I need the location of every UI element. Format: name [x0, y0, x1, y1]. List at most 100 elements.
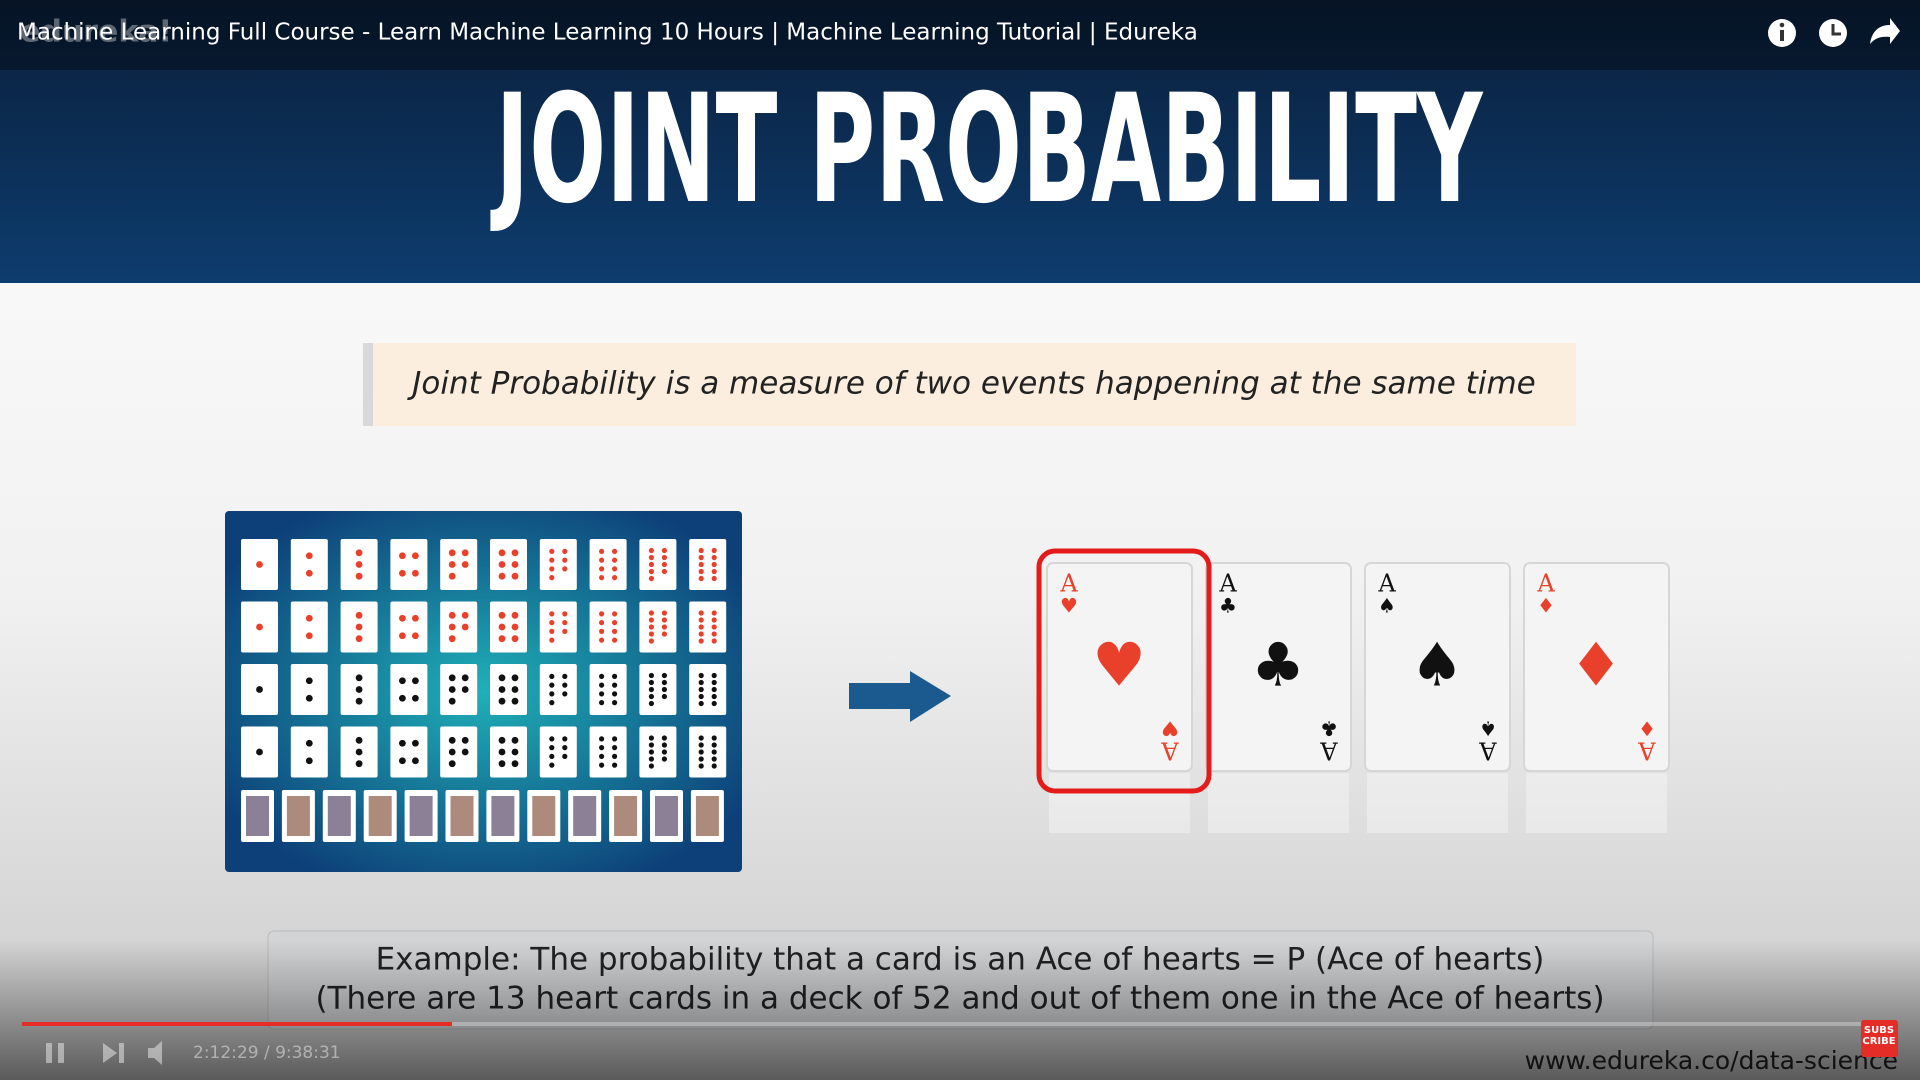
subscribe-text[interactable]: CRIBE: [1862, 1036, 1895, 1047]
mini-pip: [698, 749, 704, 755]
mini-pip: [412, 739, 419, 747]
mini-pip: [648, 568, 655, 575]
mini-pip: [612, 628, 618, 634]
mini-pip: [549, 620, 555, 626]
mini-pip: [461, 561, 469, 568]
ace-cards: A♥♥A♥A♣♣A♣A♠♠A♠A♦♦A♦: [1046, 562, 1670, 833]
mini-pip: [511, 635, 519, 643]
mini-card: [490, 601, 527, 653]
mini-pip: [412, 632, 419, 640]
mini-pip: [711, 617, 717, 623]
mini-pip: [698, 756, 704, 762]
mini-pip: [549, 673, 555, 679]
card-reflection: [1526, 773, 1667, 833]
mini-pip: [511, 549, 519, 557]
mini-pip: [448, 611, 456, 619]
mini-card: [290, 539, 328, 590]
subscribe-badge[interactable]: [1861, 1020, 1898, 1057]
mini-pip: [661, 631, 668, 637]
player-shade: [0, 940, 1920, 1080]
face-art: [695, 796, 719, 836]
mini-pip: [399, 677, 406, 685]
mini-pip: [511, 674, 519, 682]
mini-pip: [661, 679, 668, 686]
mini-pip: [711, 693, 717, 700]
mini-card: [589, 726, 627, 778]
mini-pip: [549, 611, 555, 617]
mini-pip: [711, 631, 717, 637]
mini-pip: [355, 561, 363, 568]
card-rank: A: [1377, 570, 1396, 598]
card-rank: A: [1320, 737, 1339, 765]
mini-pip: [461, 748, 469, 756]
pause-button[interactable]: [46, 1043, 52, 1063]
mini-pip: [711, 554, 717, 561]
info-icon[interactable]: [1768, 19, 1796, 47]
mini-card: [440, 664, 478, 715]
mini-pip: [412, 694, 419, 702]
mini-pip: [612, 637, 618, 643]
mini-pip: [648, 547, 655, 554]
mini-pip: [448, 572, 456, 580]
face-art: [614, 796, 638, 836]
mini-card: [390, 539, 428, 590]
mini-pip: [511, 748, 519, 756]
mini-pip: [648, 554, 655, 561]
mini-pip: [498, 623, 506, 631]
card-reflection: [1208, 773, 1349, 833]
next-button[interactable]: [103, 1043, 124, 1063]
share-icon[interactable]: [1870, 18, 1900, 44]
card-suit-center: ♠: [1410, 631, 1464, 701]
mini-pip: [599, 575, 605, 581]
mini-pip: [461, 549, 469, 557]
subscribe-text[interactable]: SUBS: [1864, 1025, 1894, 1036]
watch-later-icon[interactable]: [1819, 19, 1847, 47]
ace-card: [1364, 562, 1511, 772]
mini-pip: [562, 620, 568, 626]
mini-pip: [661, 693, 668, 700]
mini-pip: [461, 623, 469, 631]
mini-pip: [661, 617, 668, 623]
mini-pip: [461, 736, 469, 744]
pause-button[interactable]: [58, 1043, 64, 1063]
mini-pip: [412, 677, 419, 685]
mini-pip: [498, 635, 506, 643]
mini-pip: [648, 735, 655, 741]
mini-card: [689, 664, 727, 715]
mini-pip: [511, 611, 519, 619]
title-banner: [0, 0, 1920, 283]
progress-played[interactable]: [22, 1022, 452, 1026]
mini-pip: [355, 572, 363, 580]
progress-track[interactable]: [22, 1022, 1898, 1026]
mini-pip: [711, 700, 717, 707]
mini-pip: [305, 694, 313, 702]
card-rank: A: [1059, 570, 1078, 598]
mini-pip: [256, 748, 263, 756]
mini-pip: [305, 614, 313, 622]
mini-pip: [355, 736, 363, 744]
mini-pip: [448, 748, 456, 756]
mini-pip: [711, 624, 717, 630]
mini-pip: [305, 757, 313, 765]
url-text: www.edureka.co/data-science: [1525, 1046, 1898, 1075]
video-title[interactable]: Machine Learning Full Course - Learn Mac…: [17, 20, 1198, 46]
mini-pip: [448, 760, 456, 768]
mini-pip: [711, 763, 717, 769]
mini-pip: [612, 762, 618, 768]
mini-pip: [698, 575, 704, 582]
mini-pip: [412, 614, 419, 622]
mini-pip: [648, 679, 655, 686]
card-rank: A: [1479, 737, 1498, 765]
mini-pip: [648, 756, 655, 762]
mini-pip: [612, 691, 618, 697]
mini-pip: [612, 566, 618, 572]
mini-pip: [448, 623, 456, 631]
mini-card: [539, 664, 577, 715]
mini-card: [490, 539, 527, 590]
mini-pip: [599, 745, 605, 751]
mini-pip: [511, 760, 519, 768]
mini-pip: [549, 691, 555, 697]
volume-button[interactable]: [148, 1041, 162, 1065]
face-art: [246, 796, 269, 836]
card-rank: A: [1638, 737, 1657, 765]
